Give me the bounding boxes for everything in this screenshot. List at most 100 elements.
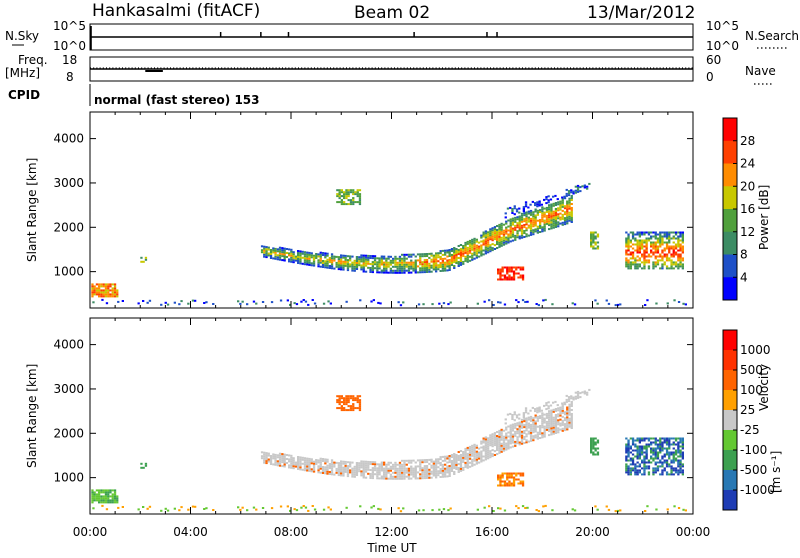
heatmap-cell bbox=[665, 231, 669, 234]
heatmap-cell bbox=[487, 233, 490, 236]
heatmap-cell bbox=[265, 462, 268, 465]
heatmap-cell bbox=[679, 471, 682, 474]
heatmap-cell bbox=[378, 467, 381, 470]
heatmap-cell bbox=[353, 467, 356, 470]
heatmap-cell bbox=[665, 441, 669, 444]
heatmap-cell bbox=[493, 450, 497, 453]
heatmap-cell bbox=[91, 497, 94, 500]
heatmap-cell bbox=[677, 265, 680, 268]
heatmap-cell bbox=[511, 231, 515, 234]
heatmap-cell bbox=[668, 247, 671, 250]
heatmap-cell bbox=[510, 266, 513, 269]
heatmap-cell bbox=[299, 258, 302, 261]
heatmap-cell bbox=[677, 235, 680, 238]
heatmap-cell bbox=[509, 222, 512, 225]
heatmap-cell bbox=[398, 471, 402, 474]
heatmap-cell bbox=[450, 460, 454, 462]
heatmap-cell bbox=[638, 439, 641, 442]
heatmap-cell bbox=[647, 253, 651, 256]
heatmap-cell bbox=[401, 263, 404, 266]
heatmap-cell bbox=[369, 469, 372, 471]
heatmap-cell bbox=[281, 457, 284, 460]
heatmap-cell bbox=[652, 471, 655, 474]
heatmap-cell bbox=[634, 237, 637, 240]
colorbar-tick-label: -25 bbox=[740, 423, 760, 437]
heatmap-cell bbox=[541, 436, 544, 439]
heatmap-cell bbox=[448, 261, 451, 263]
heatmap-cell bbox=[178, 509, 181, 512]
heatmap-cell bbox=[510, 476, 513, 479]
heatmap-cell bbox=[570, 423, 573, 425]
heatmap-cell bbox=[570, 413, 573, 415]
heatmap-cell bbox=[337, 470, 340, 473]
heatmap-cell bbox=[319, 255, 322, 258]
heatmap-cell bbox=[523, 426, 526, 429]
heatmap-cell bbox=[290, 252, 293, 255]
heatmap-cell bbox=[91, 291, 94, 294]
heatmap-cell bbox=[638, 251, 641, 254]
heatmap-cell bbox=[518, 441, 521, 444]
heatmap-cell bbox=[310, 254, 313, 257]
heatmap-cell bbox=[466, 248, 469, 251]
heatmap-cell bbox=[515, 268, 518, 271]
heatmap-cell bbox=[681, 251, 684, 254]
heatmap-cell bbox=[448, 471, 451, 473]
heatmap-cell bbox=[444, 467, 447, 470]
heatmap-cell bbox=[299, 252, 302, 255]
heatmap-cell bbox=[497, 301, 500, 304]
heatmap-cell bbox=[477, 251, 481, 254]
heatmap-cell bbox=[116, 295, 119, 298]
heatmap-cell bbox=[668, 233, 671, 236]
heatmap-cell bbox=[659, 241, 662, 244]
heatmap-cell bbox=[326, 468, 329, 471]
heatmap-cell bbox=[670, 453, 673, 456]
heatmap-cell bbox=[499, 270, 502, 273]
heatmap-cell bbox=[301, 256, 304, 259]
heatmap-cell bbox=[360, 260, 363, 263]
heatmap-cell bbox=[448, 455, 451, 457]
heatmap-cell bbox=[559, 206, 562, 209]
heatmap-cell bbox=[583, 184, 586, 187]
heatmap-cell bbox=[425, 473, 429, 475]
heatmap-cell bbox=[435, 256, 438, 259]
heatmap-cell bbox=[656, 263, 660, 266]
heatmap-cell bbox=[473, 459, 476, 462]
heatmap-cell bbox=[299, 460, 302, 463]
heatmap-cell bbox=[471, 254, 474, 257]
heatmap-cell bbox=[536, 419, 539, 422]
heatmap-cell bbox=[358, 399, 362, 402]
heatmap-cell bbox=[371, 263, 374, 266]
heatmap-cell bbox=[373, 257, 377, 260]
heatmap-cell bbox=[574, 191, 577, 194]
heatmap-cell bbox=[466, 446, 469, 449]
heatmap-cell bbox=[529, 229, 533, 232]
heatmap-cell bbox=[430, 466, 433, 469]
heatmap-cell bbox=[659, 237, 662, 240]
heatmap-cell bbox=[668, 441, 671, 444]
heatmap-cell bbox=[401, 475, 404, 478]
heatmap-cell bbox=[329, 508, 332, 511]
heatmap-cell bbox=[342, 264, 345, 267]
heatmap-cell bbox=[514, 224, 517, 227]
heatmap-cell bbox=[410, 473, 413, 476]
heatmap-cell bbox=[538, 408, 541, 411]
heatmap-cell bbox=[480, 254, 483, 257]
heatmap-cell bbox=[164, 301, 167, 304]
heatmap-cell bbox=[518, 429, 521, 432]
heatmap-cell bbox=[102, 283, 105, 286]
heatmap-cell bbox=[477, 247, 481, 250]
heatmap-cell bbox=[552, 410, 555, 413]
heatmap-cell bbox=[346, 259, 350, 262]
heatmap-cell bbox=[594, 443, 597, 446]
heatmap-cell bbox=[554, 418, 558, 420]
heatmap-cell bbox=[527, 424, 530, 427]
heatmap-cell bbox=[292, 259, 295, 262]
heatmap-cell bbox=[518, 421, 521, 424]
heatmap-cell bbox=[523, 212, 526, 215]
heatmap-cell bbox=[629, 469, 632, 472]
heatmap-cell bbox=[299, 250, 302, 253]
heatmap-cell bbox=[638, 469, 641, 472]
heatmap-cell bbox=[342, 256, 345, 259]
heatmap-cell bbox=[521, 299, 525, 302]
heatmap-cell bbox=[534, 204, 537, 207]
